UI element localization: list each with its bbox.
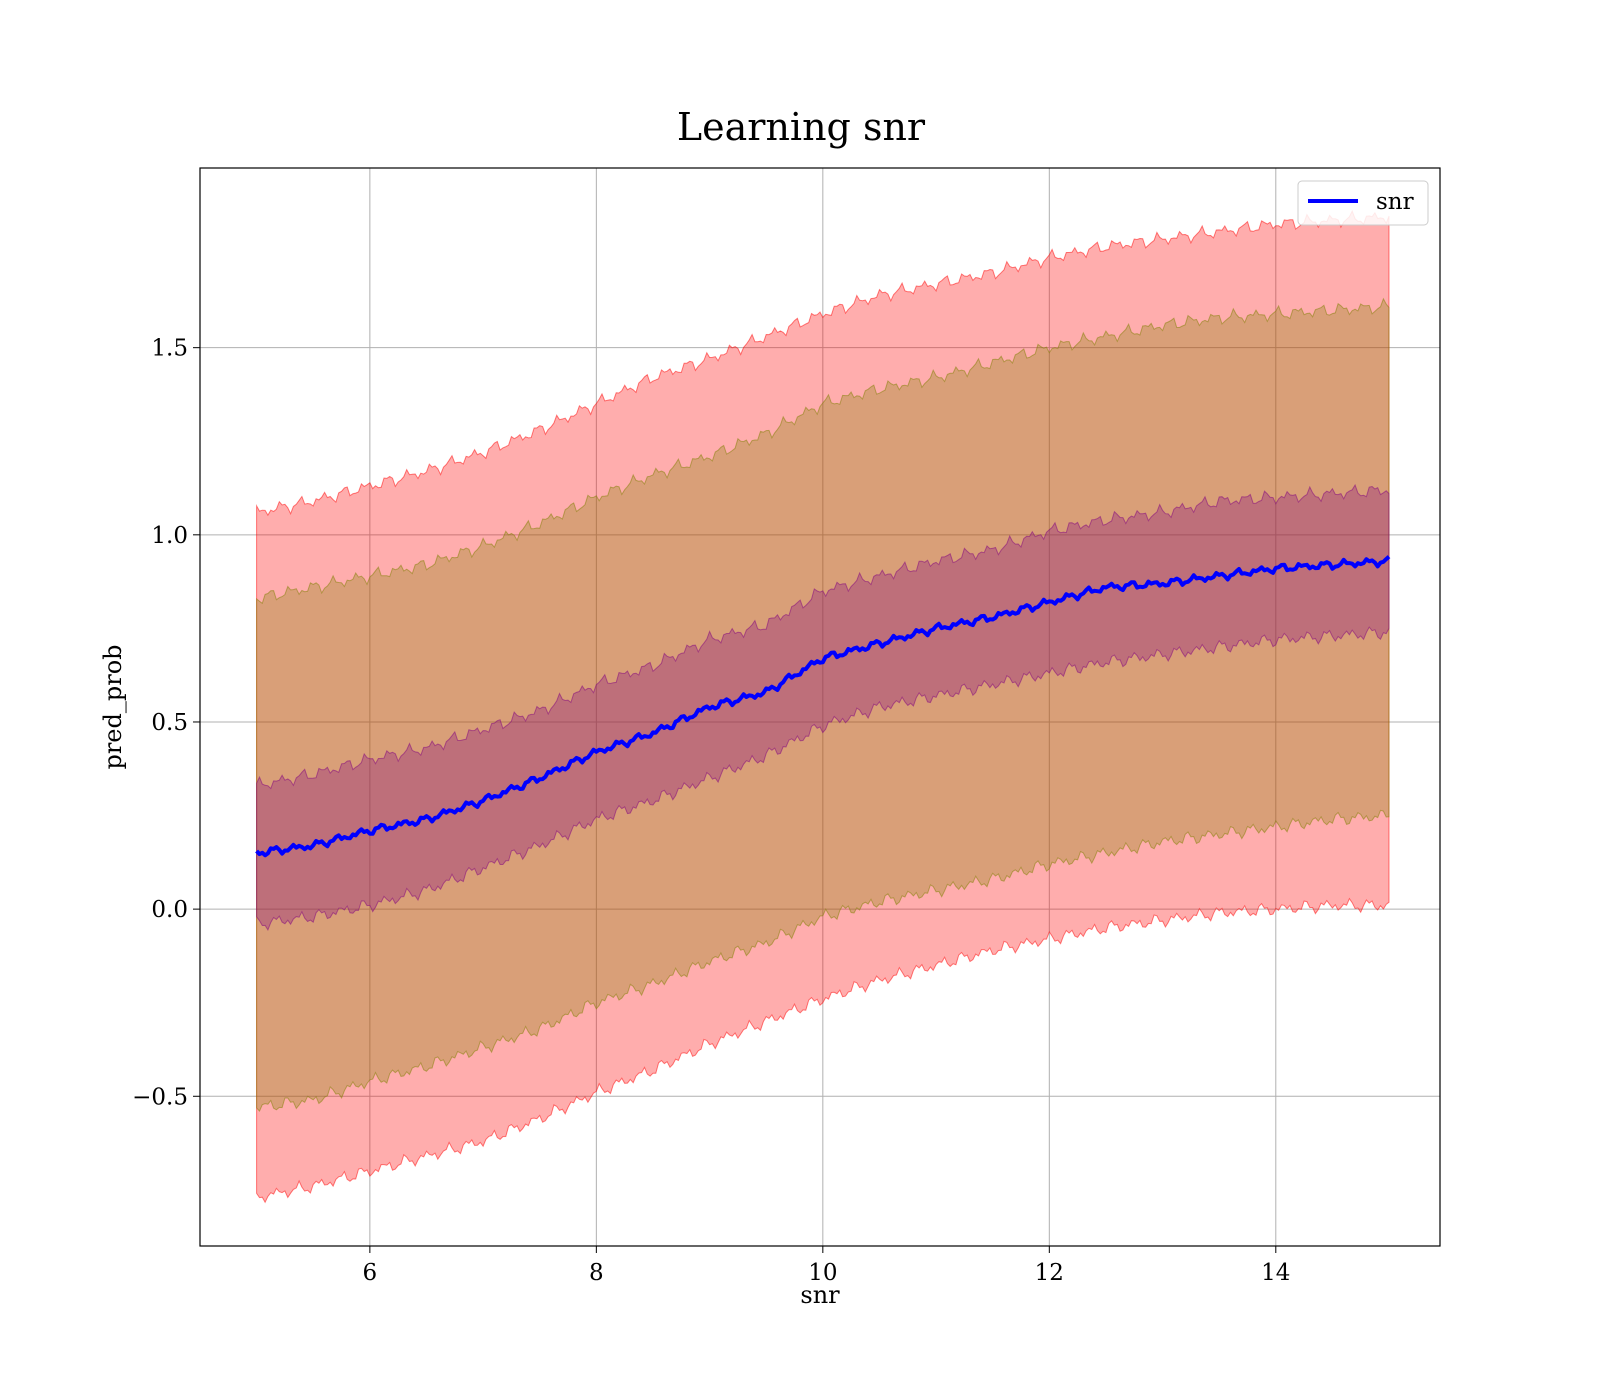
y-tick-label-1: 0.0	[151, 897, 188, 923]
band-2	[256, 483, 1390, 932]
x-tick-label-2: 10	[808, 1260, 837, 1286]
legend-label-snr: snr	[1376, 189, 1414, 215]
series-line-snr	[255, 555, 1391, 858]
x-tick-label-1: 8	[589, 1260, 604, 1286]
axis-ticks: 6 8 10 12 14 −0.5 0.0 0.5 1.0 1.5	[132, 336, 1290, 1286]
band-1	[256, 297, 1390, 1113]
plot-frame	[199, 167, 1441, 1247]
x-tick-label-0: 6	[363, 1260, 378, 1286]
confidence-bands	[256, 209, 1390, 1204]
y-tick-label-4: 1.5	[151, 336, 188, 362]
legend-box	[1297, 180, 1429, 226]
x-tick-label-3: 12	[1035, 1260, 1064, 1286]
band-0	[256, 209, 1390, 1204]
y-tick-label-3: 1.0	[151, 523, 188, 549]
y-tick-label-2: 0.5	[151, 710, 188, 736]
grid	[200, 168, 1440, 1246]
x-axis-label: snr	[800, 1281, 840, 1309]
y-axis-label: pred_prob	[99, 644, 127, 769]
y-tick-label-0: −0.5	[132, 1084, 188, 1110]
x-tick-label-4: 14	[1261, 1260, 1290, 1286]
series-lines	[255, 555, 1391, 858]
legend: snr	[1297, 180, 1429, 226]
chart-title: Learning snr	[677, 105, 926, 149]
